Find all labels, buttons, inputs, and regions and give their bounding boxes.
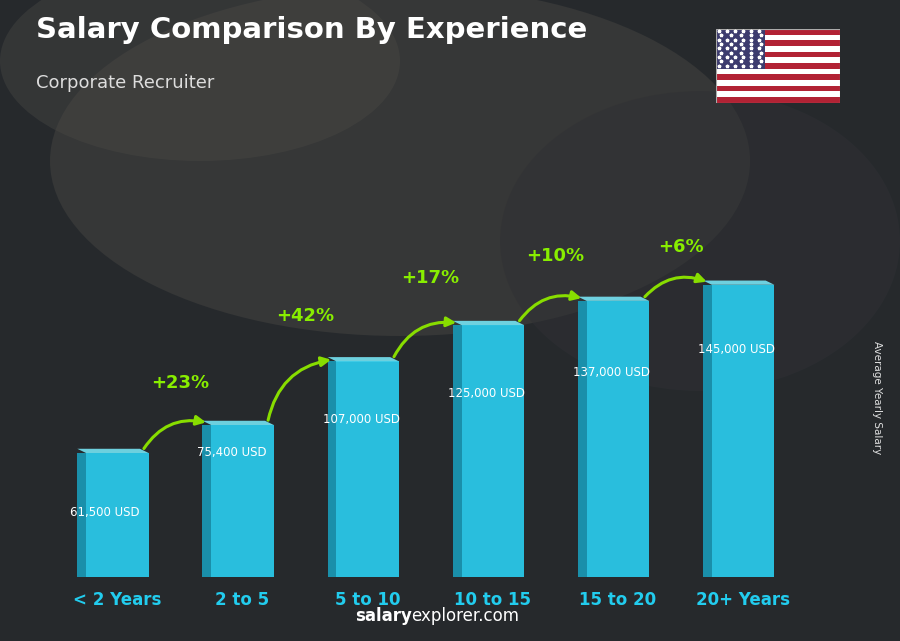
Bar <box>716 69 840 74</box>
Bar <box>716 29 765 69</box>
Bar <box>716 51 840 57</box>
Bar <box>716 40 840 46</box>
Bar <box>716 46 840 51</box>
Polygon shape <box>77 453 86 577</box>
Ellipse shape <box>500 91 900 391</box>
Bar <box>587 301 649 577</box>
Text: Average Yearly Salary: Average Yearly Salary <box>872 341 883 454</box>
Bar <box>712 285 774 577</box>
Bar <box>716 35 840 40</box>
Polygon shape <box>202 425 211 577</box>
Text: +10%: +10% <box>526 247 584 265</box>
Bar <box>716 91 840 97</box>
Text: explorer.com: explorer.com <box>411 607 519 625</box>
Ellipse shape <box>50 0 750 336</box>
Bar <box>86 453 148 577</box>
Ellipse shape <box>0 0 400 161</box>
Bar <box>462 325 524 577</box>
Polygon shape <box>328 357 399 362</box>
Text: +6%: +6% <box>658 238 704 256</box>
Text: 61,500 USD: 61,500 USD <box>70 506 140 519</box>
Polygon shape <box>328 362 337 577</box>
Bar <box>716 57 840 63</box>
Text: Corporate Recruiter: Corporate Recruiter <box>36 74 214 92</box>
Text: +17%: +17% <box>401 269 459 287</box>
Bar <box>716 74 840 80</box>
Text: +42%: +42% <box>276 306 334 325</box>
Text: +23%: +23% <box>151 374 209 392</box>
Bar <box>212 425 274 577</box>
Bar <box>716 97 840 103</box>
Polygon shape <box>453 325 462 577</box>
Text: 125,000 USD: 125,000 USD <box>448 387 525 399</box>
Polygon shape <box>453 321 524 325</box>
Polygon shape <box>578 297 649 301</box>
Polygon shape <box>202 420 274 425</box>
Text: salary: salary <box>356 607 412 625</box>
Polygon shape <box>703 285 712 577</box>
Bar <box>716 85 840 91</box>
Text: Salary Comparison By Experience: Salary Comparison By Experience <box>36 16 587 44</box>
Text: 107,000 USD: 107,000 USD <box>322 413 400 426</box>
Polygon shape <box>77 449 148 453</box>
Polygon shape <box>703 281 774 285</box>
Bar <box>716 80 840 85</box>
Text: 137,000 USD: 137,000 USD <box>573 366 650 379</box>
Polygon shape <box>578 301 587 577</box>
Bar <box>337 362 399 577</box>
Text: 145,000 USD: 145,000 USD <box>698 342 775 356</box>
Text: 75,400 USD: 75,400 USD <box>197 446 267 459</box>
Bar <box>716 29 840 35</box>
Bar <box>716 63 840 69</box>
